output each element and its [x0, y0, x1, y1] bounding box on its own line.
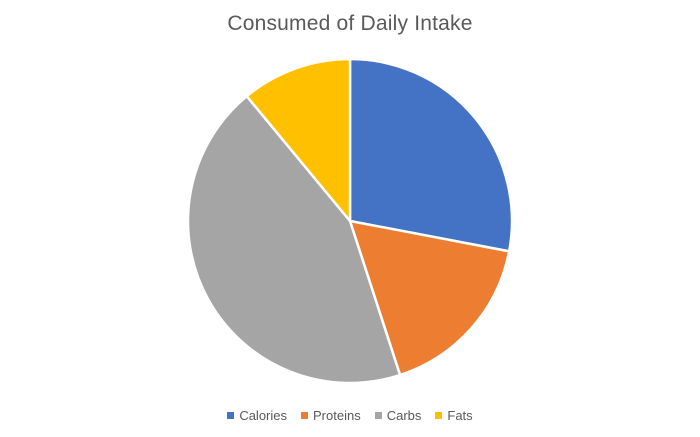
- legend-label: Calories: [239, 408, 287, 423]
- legend-label: Carbs: [386, 408, 422, 423]
- legend-swatch: [435, 412, 443, 419]
- pie-slice-calories: [348, 57, 514, 253]
- legend-item-calories: Calories: [227, 408, 287, 423]
- pie-chart: [186, 57, 514, 385]
- pie-slice-fats: [245, 57, 352, 223]
- legend-item-fats: Fats: [435, 408, 473, 423]
- legend-label: Proteins: [313, 408, 361, 423]
- legend-swatch: [374, 412, 382, 419]
- chart-title: Consumed of Daily Intake: [227, 12, 473, 35]
- legend-item-proteins: Proteins: [301, 408, 361, 423]
- pie-slices: [186, 57, 514, 385]
- legend-item-carbs: Carbs: [374, 408, 422, 423]
- legend-swatch: [301, 412, 308, 419]
- pie-slice-proteins: [348, 219, 511, 377]
- pie-slice-carbs: [186, 94, 402, 385]
- legend-swatch: [227, 412, 235, 419]
- chart-legend: Calories Proteins Carbs Fats: [0, 408, 700, 423]
- legend-label: Fats: [447, 408, 473, 423]
